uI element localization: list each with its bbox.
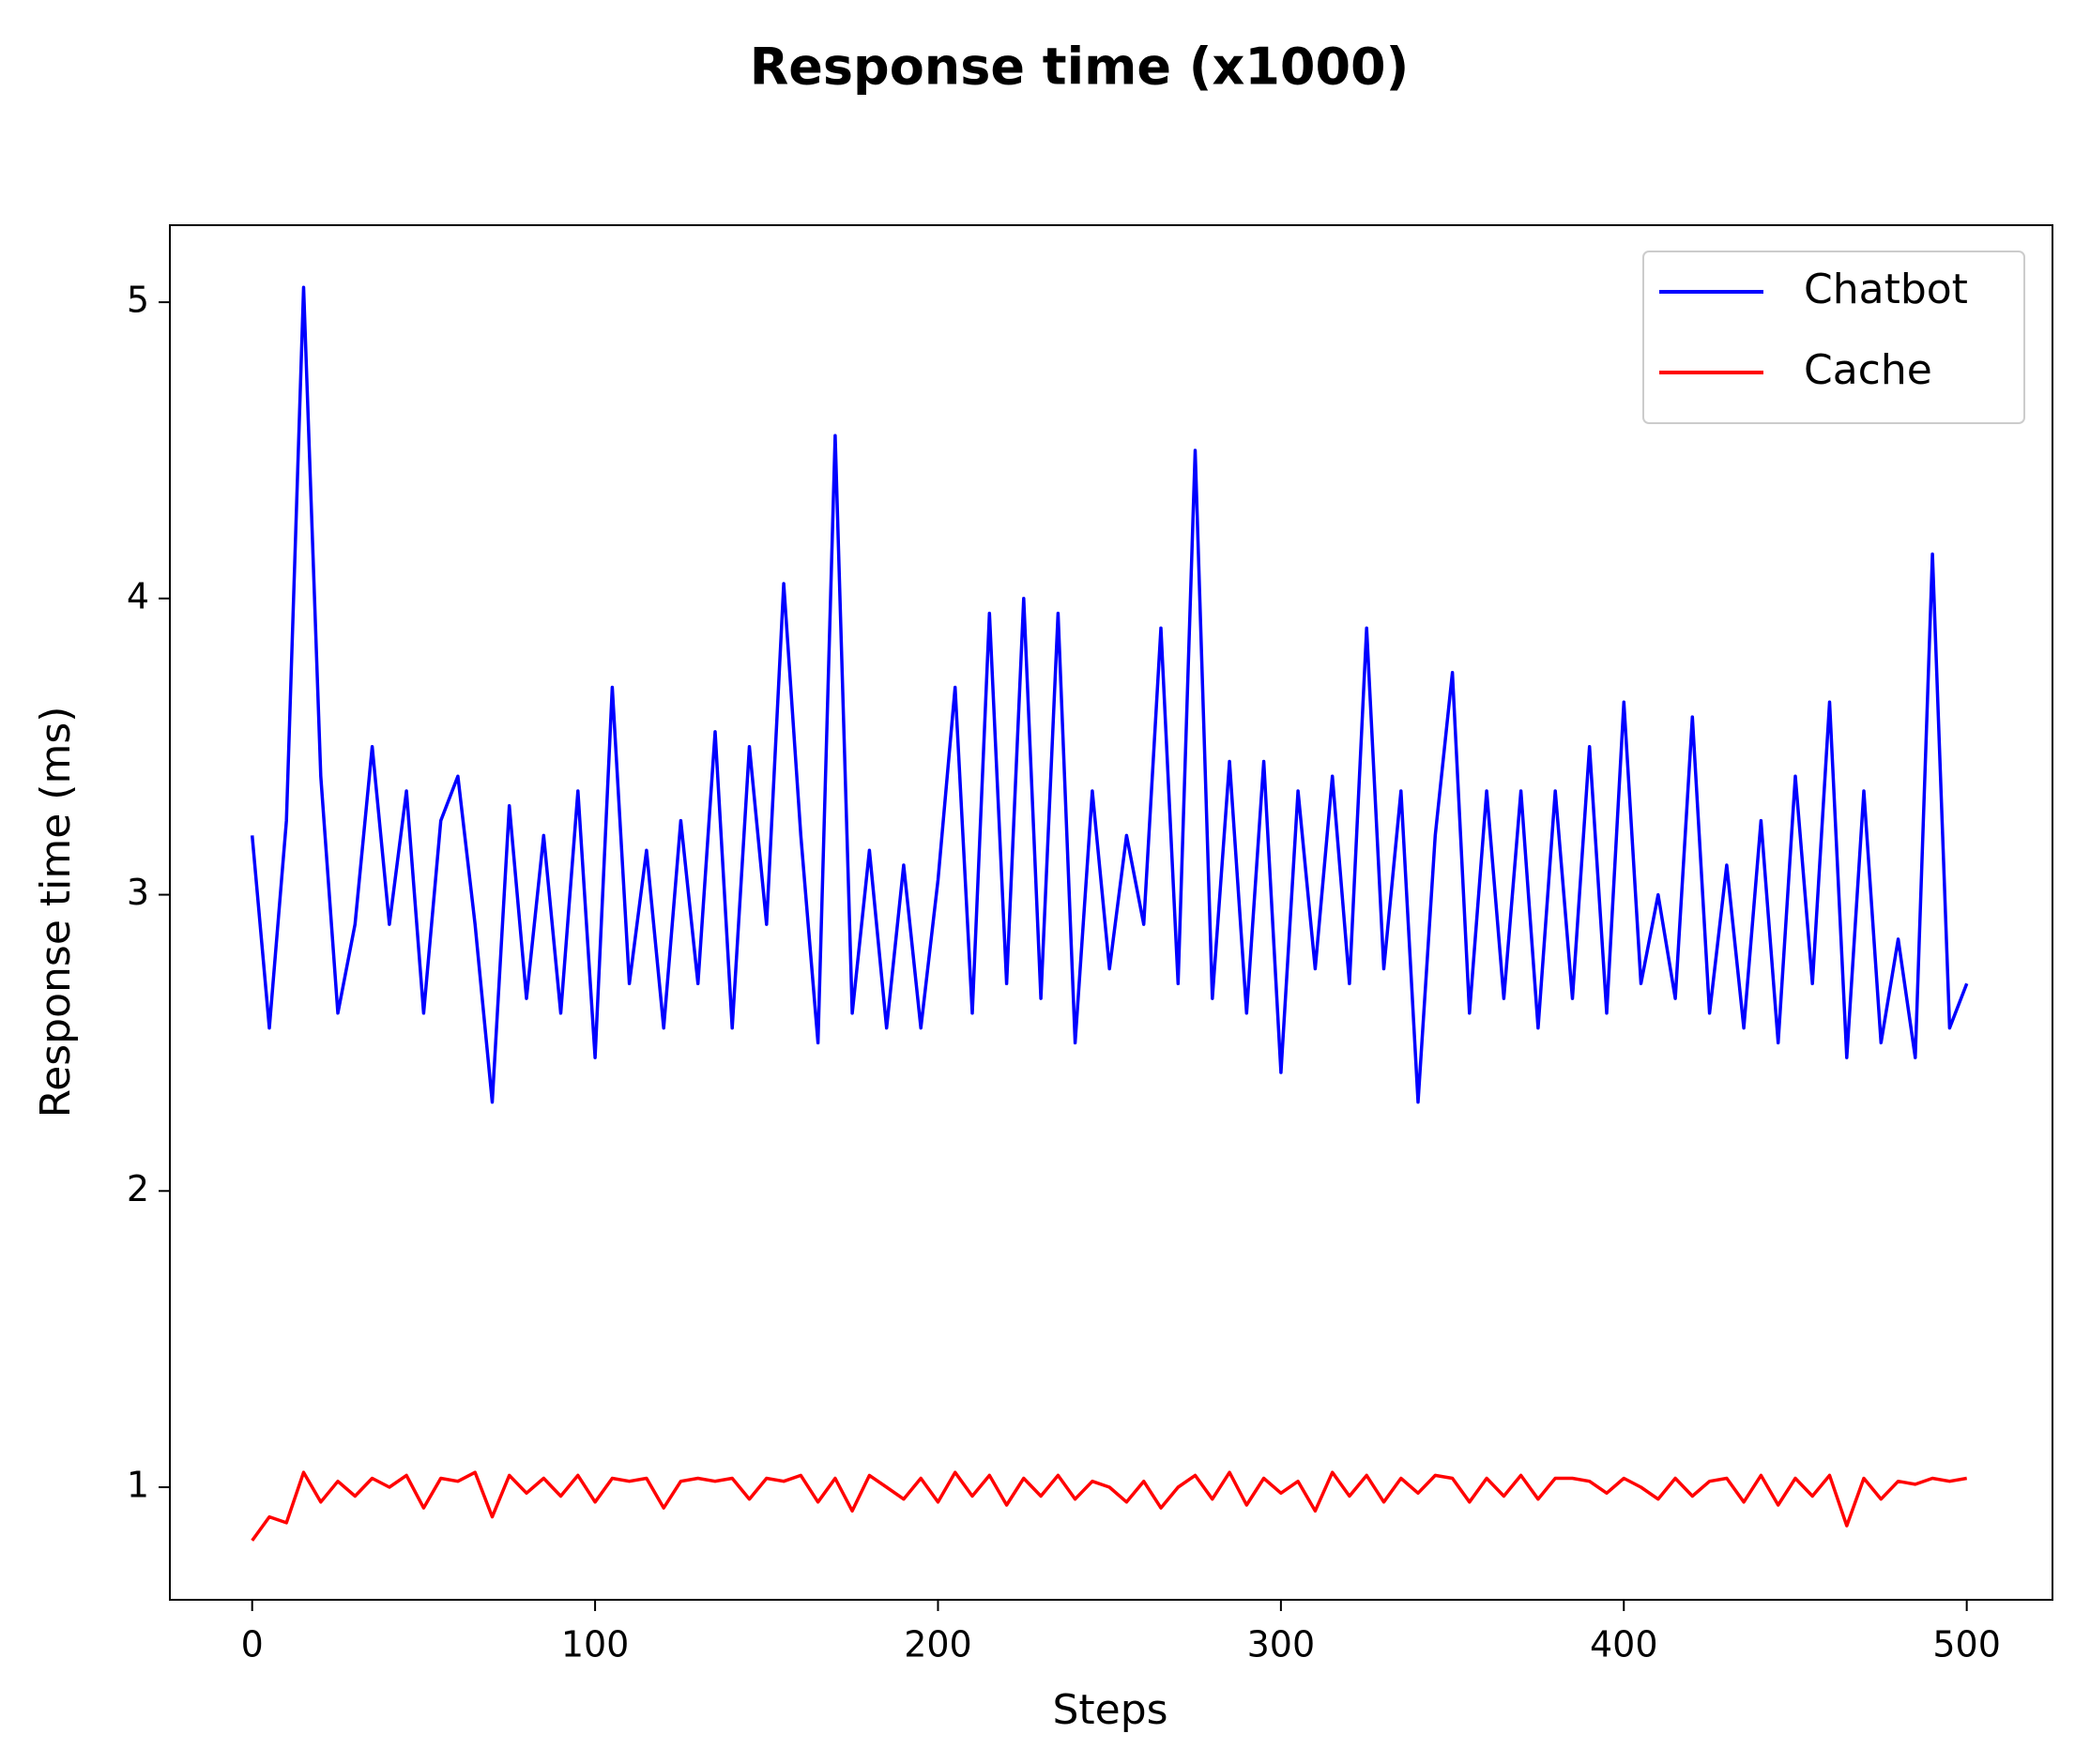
legend-label: Cache bbox=[1804, 346, 1932, 394]
y-tick-label: 5 bbox=[127, 280, 149, 321]
y-tick-label: 4 bbox=[127, 575, 149, 616]
x-axis-label: Steps bbox=[1052, 1686, 1167, 1734]
x-tick-label: 500 bbox=[1932, 1624, 2001, 1665]
x-tick-label: 100 bbox=[561, 1624, 630, 1665]
y-tick-label: 1 bbox=[127, 1465, 149, 1506]
series-line bbox=[250, 285, 1969, 1104]
plot-frame bbox=[169, 224, 2053, 1601]
legend-box bbox=[1642, 251, 2025, 424]
x-tick-label: 0 bbox=[241, 1624, 264, 1665]
x-tick-label: 400 bbox=[1590, 1624, 1658, 1665]
x-tick-label: 200 bbox=[904, 1624, 972, 1665]
series-line bbox=[251, 1470, 1968, 1542]
y-tick-label: 2 bbox=[127, 1168, 149, 1209]
y-tick-label: 3 bbox=[127, 872, 149, 913]
y-axis-label: Response time (ms) bbox=[32, 707, 80, 1118]
legend-label: Chatbot bbox=[1804, 266, 1968, 313]
chart-title: Response time (x1000) bbox=[750, 38, 1410, 97]
x-tick-label: 300 bbox=[1247, 1624, 1316, 1665]
